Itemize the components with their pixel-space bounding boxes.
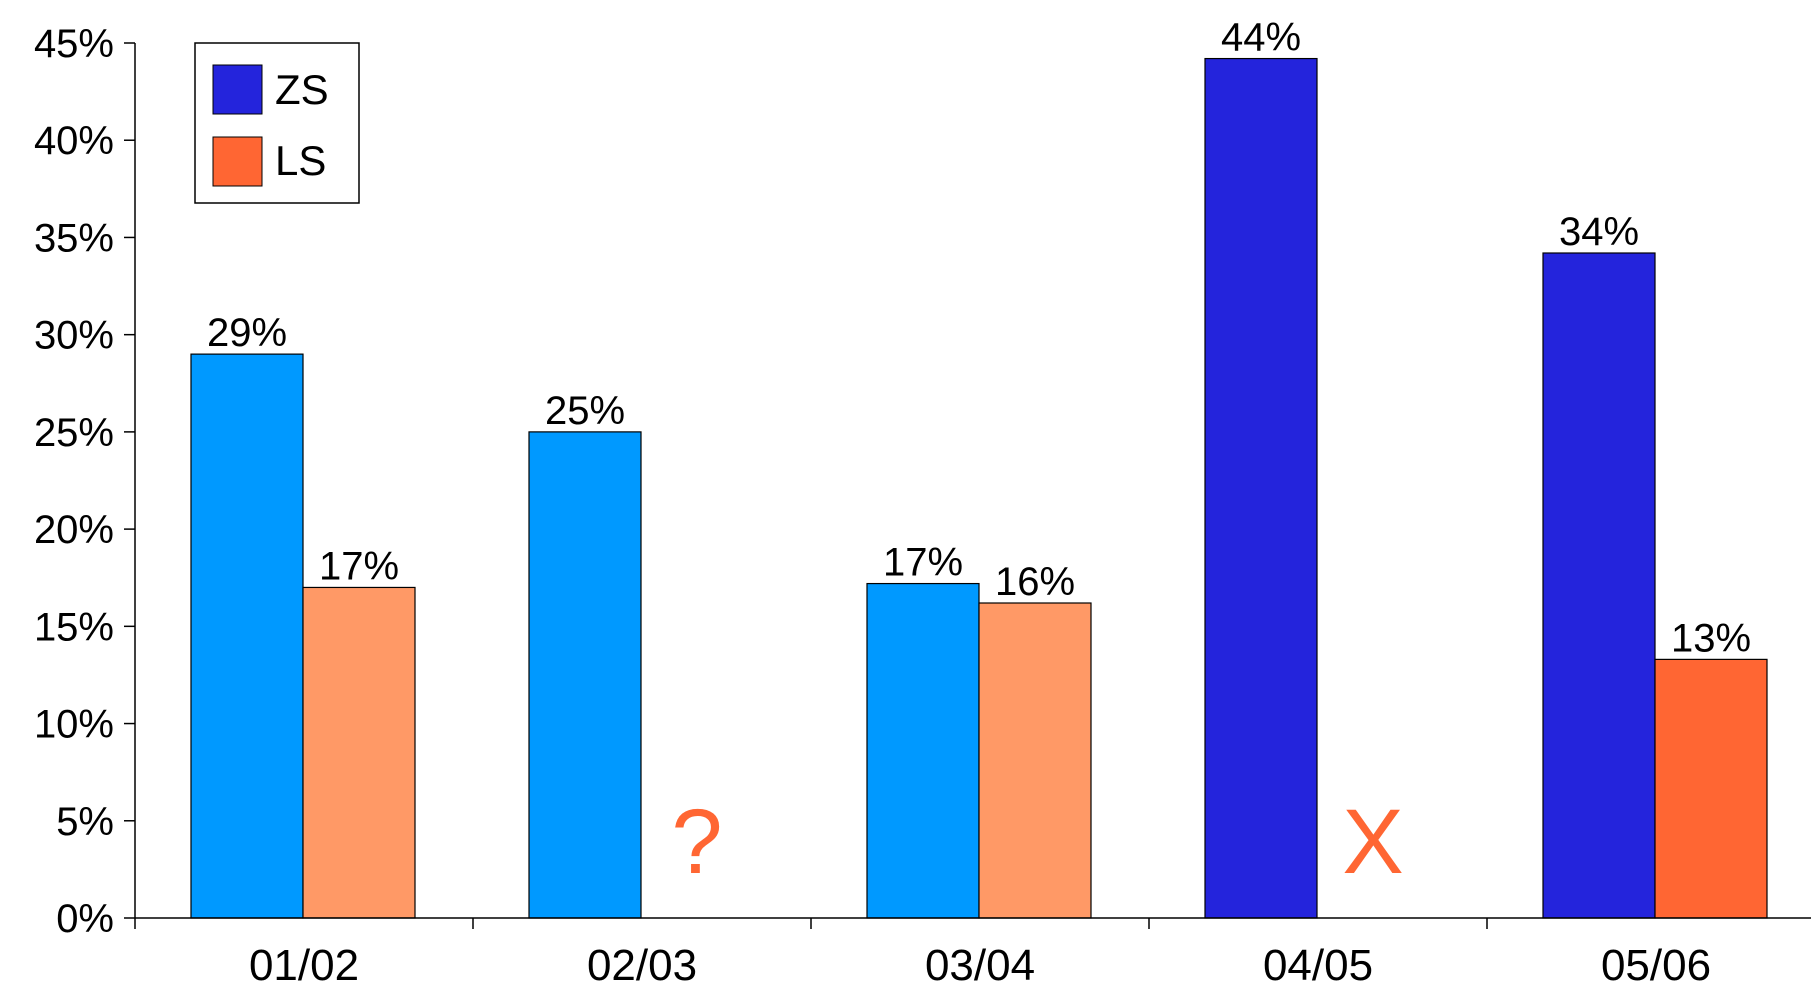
y-tick-label: 0%: [56, 897, 114, 941]
markers-layer: ? X: [671, 791, 1403, 893]
x-tick-label: 03/04: [925, 941, 1035, 986]
y-tick-label: 25%: [34, 411, 114, 455]
legend-swatch-ls: [212, 136, 263, 187]
data-label: 29%: [207, 311, 287, 355]
data-label: 16%: [995, 560, 1075, 604]
data-label: 25%: [545, 389, 625, 433]
data-label: 34%: [1559, 210, 1639, 254]
x-tick-label: 02/03: [587, 941, 697, 986]
data-label: 17%: [883, 541, 963, 585]
bar-ls: [302, 586, 416, 919]
legend-label-ls: LS: [275, 137, 326, 184]
bars-layer: [190, 57, 1768, 919]
bar-zs: [866, 582, 980, 919]
axes-layer: 0% 5% 10% 15% 20% 25% 30% 35% 40% 45% 01/02 02/03 03…: [34, 22, 1811, 986]
data-labels-layer: 29% 17% 25% 17% 16% 44% 34% 13%: [207, 16, 1751, 661]
y-tick-label: 40%: [34, 119, 114, 163]
legend: ZS LS: [194, 42, 360, 204]
legend-label-zs: ZS: [275, 66, 329, 113]
bar-ls: [1654, 658, 1768, 919]
x-tick-label: 01/02: [249, 941, 359, 986]
y-tick-label: 45%: [34, 22, 114, 66]
data-label: 13%: [1671, 616, 1751, 660]
bar-ls: [978, 602, 1092, 919]
y-tick-label: 5%: [56, 800, 114, 844]
missing-data-marker: ?: [671, 791, 722, 893]
y-tick-label: 10%: [34, 703, 114, 747]
x-tick-label: 05/06: [1601, 941, 1711, 986]
bar-zs: [1204, 57, 1318, 919]
y-tick-label: 15%: [34, 605, 114, 649]
legend-swatch-zs: [212, 64, 263, 115]
y-tick-label: 30%: [34, 314, 114, 358]
bar-zs: [528, 431, 642, 919]
bar-zs: [190, 353, 304, 919]
data-label: 44%: [1221, 16, 1301, 60]
data-label: 17%: [319, 544, 399, 588]
x-tick-label: 04/05: [1263, 941, 1373, 986]
bar-zs: [1542, 252, 1656, 919]
y-tick-label: 35%: [34, 216, 114, 260]
missing-data-marker: X: [1342, 791, 1403, 893]
y-tick-label: 20%: [34, 508, 114, 552]
